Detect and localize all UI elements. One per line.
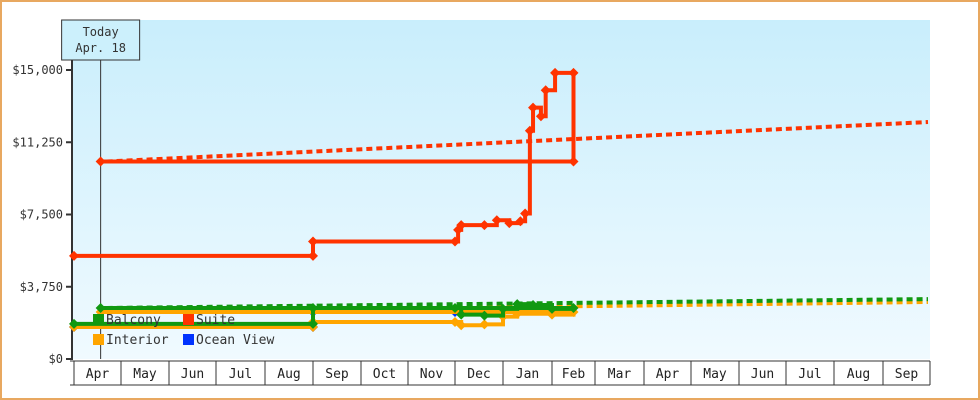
legend: Balcony Suite Interior Ocean View xyxy=(93,313,274,348)
data-point[interactable] xyxy=(524,125,535,136)
legend-item-balcony[interactable]: Balcony xyxy=(93,313,161,328)
y-tick-label: $15,000 xyxy=(12,63,63,77)
legend-label: Suite xyxy=(196,313,235,328)
series-balcony xyxy=(69,297,929,329)
data-point[interactable] xyxy=(512,308,523,319)
forecast-line xyxy=(106,120,929,164)
y-tick-label: $3,750 xyxy=(20,280,63,294)
data-point[interactable] xyxy=(528,102,539,113)
x-month-label: May xyxy=(703,367,727,382)
data-point[interactable] xyxy=(535,111,546,122)
x-month-label: Aug xyxy=(277,367,300,382)
x-month-label: Nov xyxy=(420,367,444,382)
x-month-label: Jun xyxy=(751,367,774,382)
legend-swatch xyxy=(183,334,194,345)
data-point[interactable] xyxy=(479,319,490,330)
today-date: Apr. 18 xyxy=(75,41,126,55)
legend-item-suite[interactable]: Suite xyxy=(183,313,235,328)
y-axis: $0 $3,750 $7,500 $11,250 $15,000 xyxy=(12,20,73,366)
series-suite xyxy=(69,67,929,261)
legend-label: Ocean View xyxy=(196,333,274,348)
legend-swatch xyxy=(93,334,104,345)
data-point[interactable] xyxy=(568,302,579,313)
data-point[interactable] xyxy=(95,156,106,167)
data-point[interactable] xyxy=(95,302,106,313)
data-point[interactable] xyxy=(479,220,490,231)
x-month-label: Apr xyxy=(86,367,110,382)
x-axis: Apr May Jun Jul Aug Sep Oct Nov Dec Jan Feb Mar Apr M… xyxy=(70,360,931,386)
data-point[interactable] xyxy=(515,216,526,227)
series-lines xyxy=(69,67,929,333)
data-point[interactable] xyxy=(550,67,561,78)
forecast-line xyxy=(106,297,929,310)
data-point[interactable] xyxy=(568,156,579,167)
data-point[interactable] xyxy=(504,218,515,229)
legend-label: Balcony xyxy=(106,313,161,328)
data-point[interactable] xyxy=(540,85,551,96)
data-point[interactable] xyxy=(456,320,467,331)
x-month-label: Jul xyxy=(229,367,252,382)
data-point[interactable] xyxy=(450,236,460,247)
data-point[interactable] xyxy=(491,215,502,226)
data-point[interactable] xyxy=(456,220,467,231)
x-month-label: Aug xyxy=(847,367,870,382)
today-box xyxy=(61,19,141,61)
data-point[interactable] xyxy=(69,250,79,261)
y-tick-label: $11,250 xyxy=(12,135,63,149)
x-month-label: Feb xyxy=(562,367,586,382)
x-month-label: Sep xyxy=(325,367,349,382)
x-month-label: May xyxy=(133,367,157,382)
x-month-label: Jul xyxy=(798,367,821,382)
y-tick-label: $0 xyxy=(49,352,63,366)
legend-swatch xyxy=(183,314,194,325)
today-label: Today xyxy=(83,25,119,39)
data-point[interactable] xyxy=(308,318,318,329)
today-marker: Today Apr. 18 xyxy=(61,19,141,359)
data-point[interactable] xyxy=(308,236,318,247)
x-month-label: Jun xyxy=(181,367,204,382)
legend-item-interior[interactable]: Interior xyxy=(93,333,169,348)
x-month-label: Sep xyxy=(895,367,919,382)
data-point[interactable] xyxy=(520,208,531,219)
y-tick-label: $7,500 xyxy=(20,208,63,222)
x-month-label: Apr xyxy=(656,367,680,382)
x-month-label: Mar xyxy=(608,367,632,382)
x-month-label: Oct xyxy=(373,367,396,382)
data-point[interactable] xyxy=(456,309,467,320)
legend-swatch xyxy=(93,314,104,325)
legend-item-ocean-view[interactable]: Ocean View xyxy=(183,333,274,348)
data-point[interactable] xyxy=(479,310,490,321)
data-point[interactable] xyxy=(69,318,79,329)
x-month-label: Dec xyxy=(467,367,490,382)
data-point[interactable] xyxy=(547,309,557,320)
data-point[interactable] xyxy=(547,303,557,314)
data-point[interactable] xyxy=(498,303,508,314)
data-point[interactable] xyxy=(308,250,318,261)
legend-label: Interior xyxy=(106,333,169,348)
data-point[interactable] xyxy=(568,67,579,78)
x-month-label: Jan xyxy=(516,367,539,382)
